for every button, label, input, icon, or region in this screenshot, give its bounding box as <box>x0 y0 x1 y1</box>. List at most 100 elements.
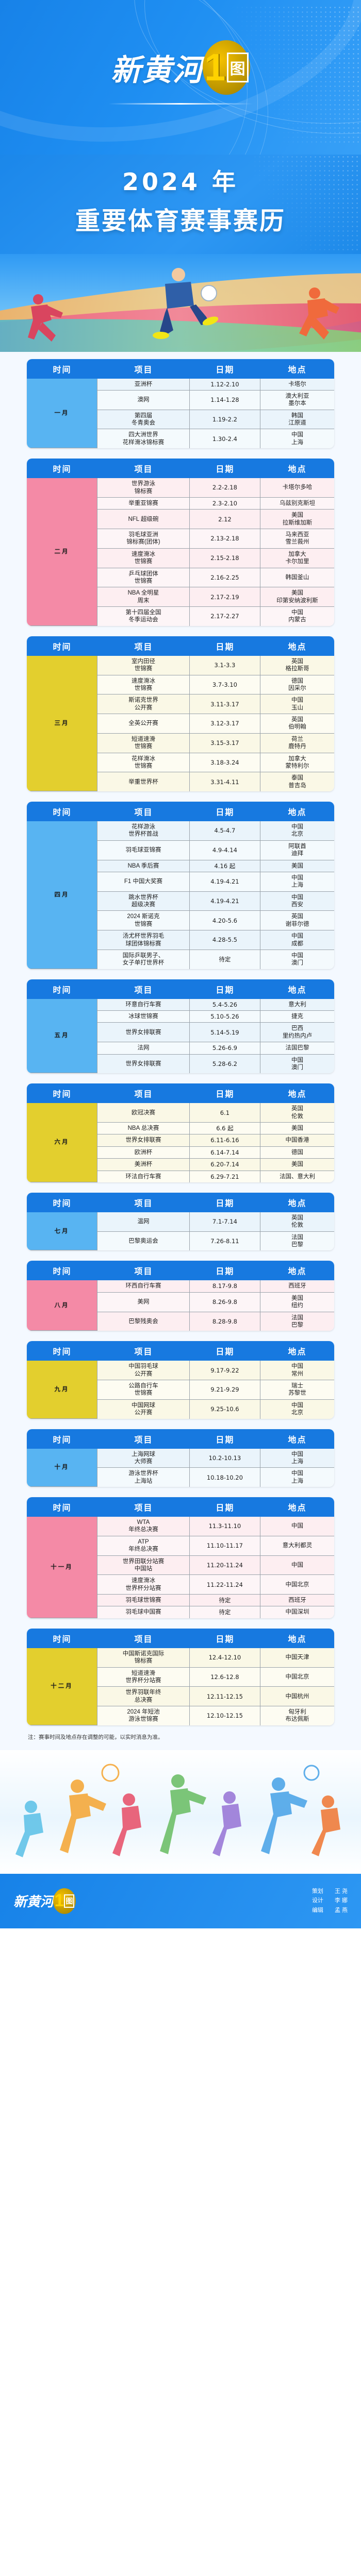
table-row: 国际乒联男子、 女子单打世界杯 待定 中国 澳门 <box>27 950 334 969</box>
event-name: 上海网球 大师赛 <box>97 1448 190 1468</box>
event-name: 跳水世界杯 超级决赛 <box>97 891 190 911</box>
brand-logo: 新黄河 1 图 <box>0 40 361 95</box>
table-row: 世界女排联赛 6.11-6.16 中国香港 <box>27 1134 334 1147</box>
event-date: 12.11-12.15 <box>189 1687 260 1707</box>
event-name: ATP 年终总决赛 <box>97 1536 190 1556</box>
col-header-place: 地点 <box>260 359 334 379</box>
event-place: 韩国 江原道 <box>260 410 334 430</box>
event-date: 12.6-12.8 <box>189 1667 260 1687</box>
footer-bar: 新黄河 1 图 策划 设计 编辑 王 尧 李 娜 孟 燕 <box>0 1873 361 1928</box>
event-place: 中国北京 <box>260 1399 334 1419</box>
title-dot-pattern <box>253 155 361 252</box>
col-header-place: 地点 <box>260 1429 334 1449</box>
event-date: 2.13-2.18 <box>189 529 260 549</box>
table-header-row: 时间 项目 日期 地点 <box>27 979 334 999</box>
month-section-5: 时间 项目 日期 地点 五月 环意自行车赛 5.4-5.26 意大利 冰球世锦赛 5.10-5.2… <box>0 972 361 1077</box>
table-row: 中国网球 公开赛 9.25-10.6 中国 北京 <box>27 1399 334 1419</box>
event-place: 加拿大 蒙特利尔 <box>260 753 334 773</box>
credit-edit-value: 孟 燕 <box>334 1907 348 1913</box>
col-header-place: 地点 <box>260 979 334 999</box>
col-header-time: 时间 <box>27 1497 98 1517</box>
event-name: 巴黎残奥会 <box>97 1312 190 1331</box>
calendar-table: 时间 项目 日期 地点 七月 温网 7.1-7.14 英国 伦敦 巴黎奥运会 7.26-8.11 法国… <box>27 1192 334 1251</box>
event-date: 4.28-5.5 <box>189 930 260 950</box>
table-row: 羽毛球世锦赛 待定 西班牙 <box>27 1595 334 1607</box>
event-date: 4.16 起 <box>189 860 260 872</box>
event-date: 2.17-2.19 <box>189 587 260 607</box>
event-date: 4.5-4.7 <box>189 821 260 841</box>
table-row: 世界羽联年终 总决赛 12.11-12.15 中国杭州 <box>27 1687 334 1707</box>
event-name: NBA 全明星 周末 <box>97 587 190 607</box>
table-row: 羽毛球亚洲 锦标赛(团体) 2.13-2.18 马来西亚 雪兰莪州 <box>27 529 334 549</box>
col-header-event: 项目 <box>97 1083 190 1104</box>
event-place: 中国 澳门 <box>260 950 334 969</box>
event-name: 羽毛球亚洲 锦标赛(团体) <box>97 529 190 549</box>
event-place: 阿联酋 迪拜 <box>260 840 334 860</box>
event-name: 第十四届全国 冬季运动会 <box>97 607 190 626</box>
month-label: 十一月 <box>27 1517 98 1618</box>
event-date: 3.18-3.24 <box>189 753 260 773</box>
event-date: 9.21-9.29 <box>189 1380 260 1400</box>
event-place: 韩国釜山 <box>260 568 334 588</box>
event-name: 花样滑冰 世锦赛 <box>97 753 190 773</box>
table-row: 2024 年短池 游泳世锦赛 12.10-12.15 匈牙利 布达佩斯 <box>27 1706 334 1725</box>
table-header-row: 时间 项目 日期 地点 <box>27 459 334 479</box>
month-section-9: 时间 项目 日期 地点 九月 中国羽毛球 公开赛 9.17-9.22 中国 常州 公路自行车 世锦赛 9… <box>0 1334 361 1421</box>
event-date: 9.17-9.22 <box>189 1361 260 1381</box>
table-row: 澳网 1.14-1.28 澳大利亚 墨尔本 <box>27 390 334 410</box>
event-date: 6.14-7.14 <box>189 1146 260 1159</box>
month-section-3: 时间 项目 日期 地点 三月 室内田径 世锦赛 3.1-3.3 英国 格拉斯哥 速度滑冰 世锦赛 3.7… <box>0 629 361 794</box>
col-header-event: 项目 <box>97 1429 190 1449</box>
event-date: 11.20-11.24 <box>189 1555 260 1575</box>
month-section-2: 时间 项目 日期 地点 二月 世界游泳 锦标赛 2.2-2.18 卡塔尔多哈 举重亚锦赛 2.3-2… <box>0 451 361 629</box>
table-row: 2024 斯诺克 世锦赛 4.20-5.6 英国 谢菲尔德 <box>27 911 334 931</box>
event-date: 6.11-6.16 <box>189 1134 260 1147</box>
table-row: 斯诺克世界 公开赛 3.11-3.17 中国 玉山 <box>27 694 334 715</box>
table-row: 第十四届全国 冬季运动会 2.17-2.27 中国 内蒙古 <box>27 607 334 626</box>
table-row: 世界田联分站赛 中国站 11.20-11.24 中国 <box>27 1555 334 1575</box>
table-row: 三月 室内田径 世锦赛 3.1-3.3 英国 格拉斯哥 <box>27 655 334 792</box>
table-row: 巴黎奥运会 7.26-8.11 法国 巴黎 <box>27 1231 334 1251</box>
month-label: 十二月 <box>27 1648 98 1725</box>
logo-divider <box>108 103 253 105</box>
event-name: 斯诺克世界 公开赛 <box>97 694 190 715</box>
event-date: 2.17-2.27 <box>189 607 260 626</box>
calendar-table: 时间 项目 日期 地点 八月 环西自行车赛 8.17-9.8 西班牙 美网 8.26-9.8 美国纽… <box>27 1261 334 1331</box>
col-header-event: 项目 <box>97 1192 190 1212</box>
table-header-row: 时间 项目 日期 地点 <box>27 1628 334 1648</box>
month-label: 一月 <box>27 378 98 449</box>
event-place: 西班牙 <box>260 1595 334 1607</box>
event-name: 澳网 <box>97 390 190 410</box>
table-row: 速度滑冰 世锦赛 2.15-2.18 加拿大 卡尔加里 <box>27 548 334 568</box>
col-header-date: 日期 <box>189 636 260 656</box>
month-section-10: 时间 项目 日期 地点 十月 上海网球 大师赛 10.2-10.13 中国 上海 游泳世界杯 上海站 1… <box>0 1422 361 1490</box>
calendar-table: 时间 项目 日期 地点 十二月 中国斯诺克国际 锦标赛 12.4-12.10 中国天津 短道速滑世… <box>27 1628 334 1725</box>
event-place: 中国 玉山 <box>260 694 334 715</box>
event-date: 5.14-5.19 <box>189 1023 260 1043</box>
event-place: 中国北京 <box>260 1667 334 1687</box>
table-row: 欧洲杯 6.14-7.14 德国 <box>27 1146 334 1159</box>
event-place: 瑞士 苏黎世 <box>260 1380 334 1400</box>
page-title: 重要体育赛事赛历 <box>75 206 286 235</box>
event-place: 德国 因采尔 <box>260 675 334 695</box>
credit-plan-label: 策划 <box>311 1888 323 1894</box>
col-header-event: 项目 <box>97 1341 190 1361</box>
event-name: 美网 <box>97 1292 190 1312</box>
event-name: 举重世界杯 <box>97 772 190 792</box>
sports-silhouettes <box>15 1764 340 1857</box>
event-date: 4.19-4.21 <box>189 872 260 892</box>
event-place: 中国 上海 <box>260 1468 334 1487</box>
month-section-11: 时间 项目 日期 地点 十一月 WTA 年终总决赛 11.3-11.10 中国 ATP 年终总决赛 1… <box>0 1490 361 1621</box>
month-label: 十月 <box>27 1448 98 1487</box>
event-place: 加拿大 卡尔加里 <box>260 548 334 568</box>
event-name: 四大洲世界 花样滑冰锦标赛 <box>97 429 190 449</box>
calendar-table: 时间 项目 日期 地点 十月 上海网球 大师赛 10.2-10.13 中国 上海 游泳世界杯 上海站 1… <box>27 1429 334 1487</box>
runner-silhouette-icon <box>28 294 63 342</box>
col-header-date: 日期 <box>189 802 260 822</box>
table-row: 四大洲世界 花样滑冰锦标赛 1.30-2.4 中国 上海 <box>27 429 334 449</box>
table-row: 六月 欧冠决赛 6.1 英国 伦敦 <box>27 1103 334 1182</box>
table-row: 公路自行车 世锦赛 9.21-9.29 瑞士 苏黎世 <box>27 1380 334 1400</box>
event-date: 8.26-9.8 <box>189 1292 260 1312</box>
event-name: 环意自行车赛 <box>97 998 190 1011</box>
event-name: F1 中国大奖赛 <box>97 872 190 892</box>
